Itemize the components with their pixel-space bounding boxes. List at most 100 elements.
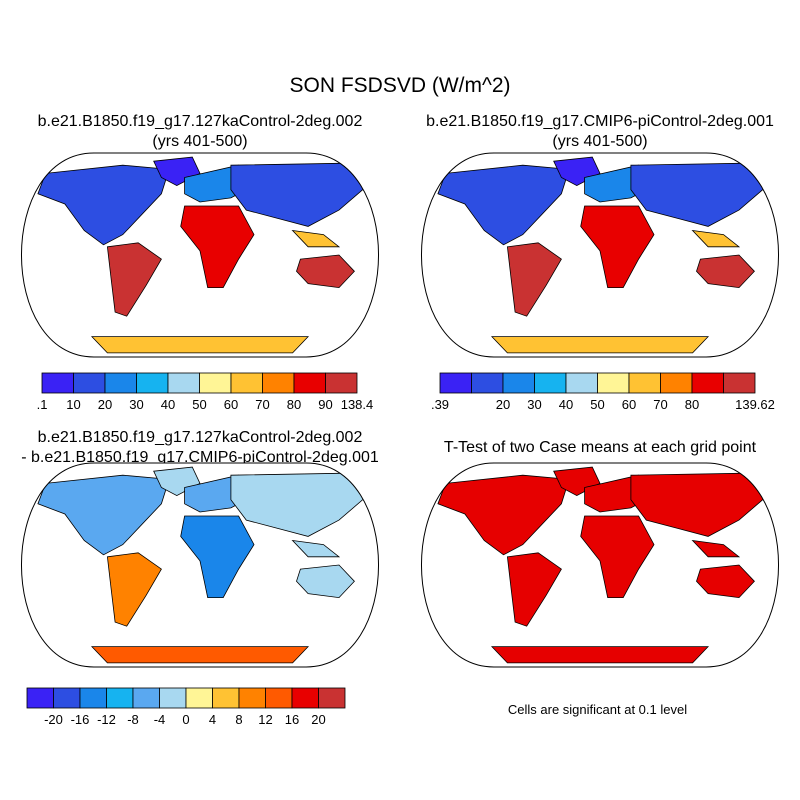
- case1-colorbar-swatch: [41, 372, 74, 394]
- ttest-antarctica-region: [490, 646, 710, 664]
- case2-colorbar-label: 20: [496, 397, 510, 412]
- ttest-map-border: [420, 462, 780, 668]
- case2-map-border: [420, 152, 780, 358]
- case1-colorbar-label: 80: [287, 397, 301, 412]
- ttest-map-panel: [420, 462, 780, 668]
- diff-samerica-region: [106, 552, 162, 627]
- case2-colorbar-label: 50: [590, 397, 604, 412]
- case1-namerica-region: [37, 164, 170, 246]
- ttest-africa-region: [580, 515, 655, 598]
- diff-colorbar-swatch: [238, 687, 266, 709]
- case2-title-line1: b.e21.B1850.f19_g17.CMIP6-piControl-2deg…: [426, 113, 774, 130]
- case2-australia-region: [696, 254, 755, 289]
- case1-colorbar-label: 70: [255, 397, 269, 412]
- diff-colorbar-label: 20: [311, 712, 325, 727]
- case1-title: b.e21.B1850.f19_g17.127kaControl-2deg.00…: [0, 112, 400, 152]
- case2-title: b.e21.B1850.f19_g17.CMIP6-piControl-2deg…: [400, 112, 800, 152]
- case2-samerica-region: [506, 242, 562, 317]
- case1-title-line2: (yrs 401-500): [152, 133, 248, 150]
- case2-colorbar-label: .39: [431, 397, 449, 412]
- diff-colorbar-swatch: [79, 687, 107, 709]
- case1-colorbar-label: 50: [192, 397, 206, 412]
- diff-colorbar-swatch: [265, 687, 293, 709]
- diff-africa-region: [180, 515, 255, 598]
- diff-colorbar-label: 4: [209, 712, 216, 727]
- diff-colorbar-label: -20: [44, 712, 63, 727]
- case1-colorbar-label: 90: [318, 397, 332, 412]
- case1-title-line1: b.e21.B1850.f19_g17.127kaControl-2deg.00…: [37, 113, 363, 130]
- diff-colorbar-swatch: [26, 687, 54, 709]
- case1-africa-region: [180, 205, 255, 288]
- diff-colorbar-label: 0: [182, 712, 189, 727]
- diff-namerica-region: [37, 474, 170, 556]
- ttest-seasia-region: [691, 539, 741, 558]
- case2-title-line2: (yrs 401-500): [552, 133, 648, 150]
- ttest-samerica-region: [506, 552, 562, 627]
- diff-australia-region: [296, 564, 355, 599]
- case2-colorbar-label: 30: [527, 397, 541, 412]
- case1-colorbar-label: 10: [66, 397, 80, 412]
- case1-antarctica-region: [90, 336, 310, 354]
- case2-colorbar-label: 40: [559, 397, 573, 412]
- ttest-note: Cells are significant at 0.1 level: [507, 702, 688, 717]
- case1-colorbar-swatch: [325, 372, 358, 394]
- case2-colorbar-swatch: [439, 372, 472, 394]
- case2-namerica-region: [437, 164, 570, 246]
- case1-colorbar-label: 40: [161, 397, 175, 412]
- case2-colorbar-swatch: [502, 372, 535, 394]
- diff-title: b.e21.B1850.f19_g17.127kaControl-2deg.00…: [0, 428, 400, 468]
- ttest-title: T-Test of two Case means at each grid po…: [400, 438, 800, 458]
- diff-colorbar-label: -16: [71, 712, 90, 727]
- case1-colorbar-swatch: [167, 372, 200, 394]
- case1-colorbar-label: .1: [37, 397, 48, 412]
- case1-colorbar-swatch: [136, 372, 169, 394]
- case1-colorbar-swatch: [262, 372, 295, 394]
- diff-colorbar-swatch: [318, 687, 346, 709]
- case1-colorbar-label: 60: [224, 397, 238, 412]
- case2-colorbar: .39 20 30 40 50 60 70 80 139.62: [431, 372, 775, 412]
- case1-samerica-region: [106, 242, 162, 317]
- diff-colorbar-label: 8: [235, 712, 242, 727]
- diff-colorbar-label: 16: [285, 712, 299, 727]
- case1-colorbar-swatch: [199, 372, 232, 394]
- diff-seasia-region: [291, 539, 341, 558]
- case1-colorbar: .1 10 20 30 40 50 60 70 80 90 138.4: [37, 372, 374, 412]
- diff-colorbar-swatch: [212, 687, 240, 709]
- diff-colorbar-swatch: [53, 687, 81, 709]
- case1-colorbar-label: 20: [98, 397, 112, 412]
- case1-colorbar-label: 30: [129, 397, 143, 412]
- case2-colorbar-label: 70: [653, 397, 667, 412]
- case2-colorbar-swatch: [691, 372, 724, 394]
- case2-seasia-region: [691, 229, 741, 248]
- case1-colorbar-swatch: [104, 372, 137, 394]
- case2-colorbar-label: 139.62: [735, 397, 775, 412]
- figure-title: SON FSDSVD (W/m^2): [289, 74, 511, 97]
- case2-colorbar-swatch: [723, 372, 756, 394]
- case1-australia-region: [296, 254, 355, 289]
- diff-colorbar-label: -4: [154, 712, 166, 727]
- case1-colorbar-swatch: [293, 372, 326, 394]
- case2-colorbar-label: 60: [622, 397, 636, 412]
- diff-colorbar-label: -8: [127, 712, 139, 727]
- ttest-title-line1: T-Test of two Case means at each grid po…: [443, 439, 757, 456]
- diff-colorbar-swatch: [291, 687, 319, 709]
- case2-antarctica-region: [490, 336, 710, 354]
- case1-seasia-region: [291, 229, 341, 248]
- diff-antarctica-region: [90, 646, 310, 664]
- case2-africa-region: [580, 205, 655, 288]
- case2-colorbar-swatch: [597, 372, 630, 394]
- diff-colorbar-swatch: [106, 687, 134, 709]
- diff-colorbar-label: -12: [97, 712, 116, 727]
- case2-colorbar-swatch: [628, 372, 661, 394]
- case1-map-panel: [20, 152, 380, 358]
- diff-map-panel: [20, 462, 380, 668]
- case1-colorbar-swatch: [73, 372, 106, 394]
- case2-colorbar-swatch: [534, 372, 567, 394]
- case1-colorbar-label: 138.4: [341, 397, 374, 412]
- diff-colorbar-swatch: [132, 687, 160, 709]
- diff-colorbar-swatch: [159, 687, 187, 709]
- diff-colorbar-label: 12: [258, 712, 272, 727]
- diff-title-line1: b.e21.B1850.f19_g17.127kaControl-2deg.00…: [37, 429, 363, 446]
